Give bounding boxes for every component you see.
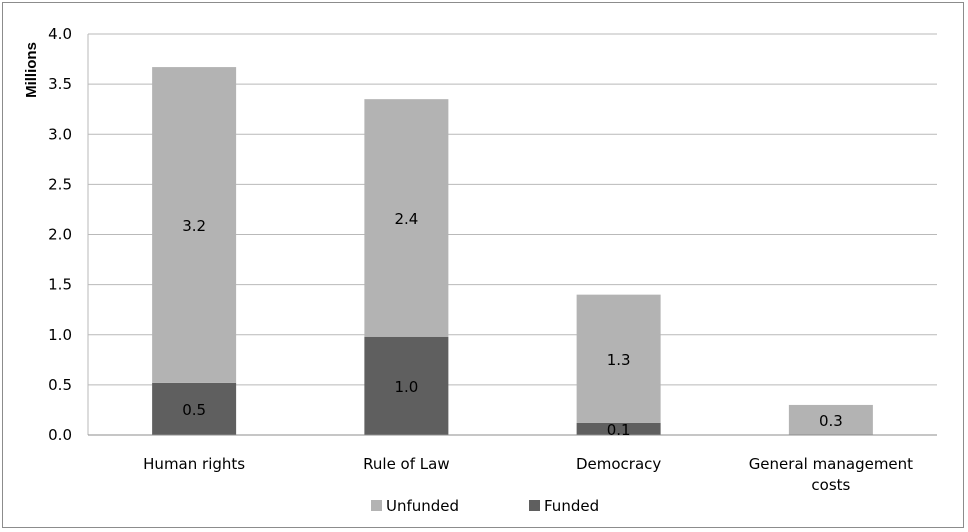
y-tick-label: 1.0 — [48, 326, 72, 344]
y-tick-label: 0.5 — [48, 376, 72, 394]
bar-funded — [364, 336, 449, 435]
legend: Unfunded Funded — [371, 497, 599, 515]
bars — [88, 67, 937, 436]
bar-unfunded — [788, 404, 873, 435]
legend-label-funded: Funded — [544, 497, 599, 515]
data-label: 3.2 — [182, 217, 206, 235]
y-tick-label: 4.0 — [48, 25, 72, 43]
bar-funded — [576, 422, 661, 435]
bar-unfunded — [364, 99, 449, 337]
data-label: 1.3 — [607, 351, 631, 369]
x-category-label: costs — [811, 476, 850, 494]
y-tick-label: 2.0 — [48, 226, 72, 244]
data-label: 0.1 — [607, 421, 631, 439]
bar-unfunded — [152, 67, 237, 383]
data-label: 0.5 — [182, 401, 206, 419]
x-axis-categories: Human rights Rule of Law Democracy General … — [143, 455, 913, 494]
data-labels: 0.5 3.2 1.0 2.4 0.1 1.3 0.3 — [182, 210, 843, 439]
legend-label-unfunded: Unfunded — [386, 497, 459, 515]
y-tick-label: 1.5 — [48, 276, 72, 294]
y-axis-ticks: 0.0 0.5 1.0 1.5 2.0 2.5 3.0 3.5 4.0 — [48, 25, 72, 444]
data-label: 0.3 — [819, 412, 843, 430]
bar-funded — [152, 382, 237, 435]
x-category-label: Rule of Law — [363, 455, 449, 473]
bar-unfunded — [576, 294, 661, 423]
data-label: 1.0 — [394, 378, 418, 396]
legend-swatch-funded — [529, 500, 540, 511]
x-category-label: General management — [749, 455, 913, 473]
y-tick-label: 3.0 — [48, 125, 72, 143]
y-tick-label: 3.5 — [48, 75, 72, 93]
legend-swatch-unfunded — [371, 500, 382, 511]
y-tick-label: 2.5 — [48, 175, 72, 193]
x-category-label: Democracy — [576, 455, 661, 473]
data-label: 2.4 — [394, 210, 418, 228]
y-axis-title: Millions — [23, 42, 40, 98]
y-tick-label: 0.0 — [48, 426, 72, 444]
x-category-label: Human rights — [143, 455, 245, 473]
